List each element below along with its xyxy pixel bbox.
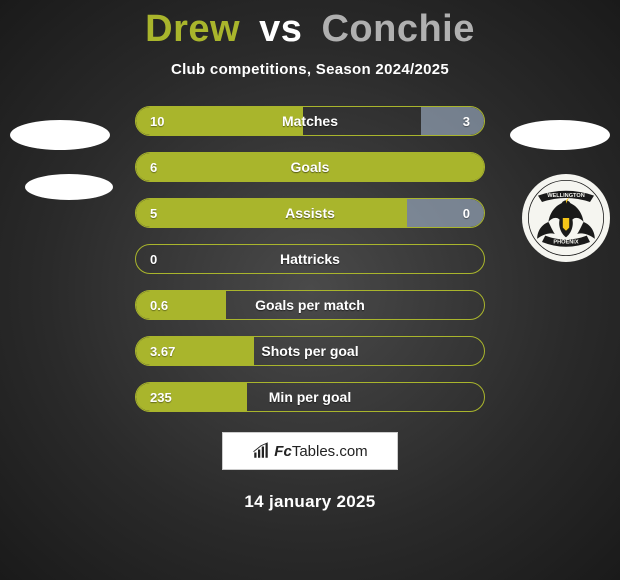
player2-avatar-top [510, 120, 610, 150]
brand-text: FcTables.com [274, 443, 367, 460]
stat-label: Goals per match [136, 297, 484, 313]
stat-label: Matches [136, 113, 484, 129]
stat-row: 0Hattricks [135, 244, 485, 274]
brand-badge[interactable]: FcTables.com [222, 432, 398, 470]
stat-label: Shots per goal [136, 343, 484, 359]
stats-list: 10Matches36Goals5Assists00Hattricks0.6Go… [0, 106, 620, 412]
club-logo-wellington-phoenix: WELLINGTON PHOENIX [522, 174, 610, 262]
svg-text:WELLINGTON: WELLINGTON [547, 193, 585, 199]
comparison-card: Drew vs Conchie Club competitions, Seaso… [0, 0, 620, 580]
stat-row: 0.6Goals per match [135, 290, 485, 320]
page-title: Drew vs Conchie [0, 8, 620, 51]
stat-value-right: 0 [463, 206, 470, 221]
stat-row: 6Goals [135, 152, 485, 182]
date-label: 14 january 2025 [0, 492, 620, 512]
stat-row: 10Matches3 [135, 106, 485, 136]
stat-label: Min per goal [136, 389, 484, 405]
brand-fc: Fc [274, 443, 292, 460]
stat-row: 3.67Shots per goal [135, 336, 485, 366]
stat-value-right: 3 [463, 114, 470, 129]
chart-bars-icon [252, 442, 270, 460]
phoenix-eagle-icon: WELLINGTON PHOENIX [526, 178, 606, 258]
title-player1: Drew [145, 8, 240, 50]
stat-row: 5Assists0 [135, 198, 485, 228]
player1-avatar-top [10, 120, 110, 150]
subtitle: Club competitions, Season 2024/2025 [0, 61, 620, 78]
svg-text:PHOENIX: PHOENIX [553, 240, 578, 246]
stat-label: Hattricks [136, 251, 484, 267]
stat-row: 235Min per goal [135, 382, 485, 412]
title-player2: Conchie [321, 8, 474, 50]
title-vs: vs [259, 8, 302, 50]
player1-avatar-bottom [25, 174, 113, 200]
stat-label: Goals [136, 159, 484, 175]
stat-label: Assists [136, 205, 484, 221]
brand-rest: Tables.com [292, 443, 368, 460]
